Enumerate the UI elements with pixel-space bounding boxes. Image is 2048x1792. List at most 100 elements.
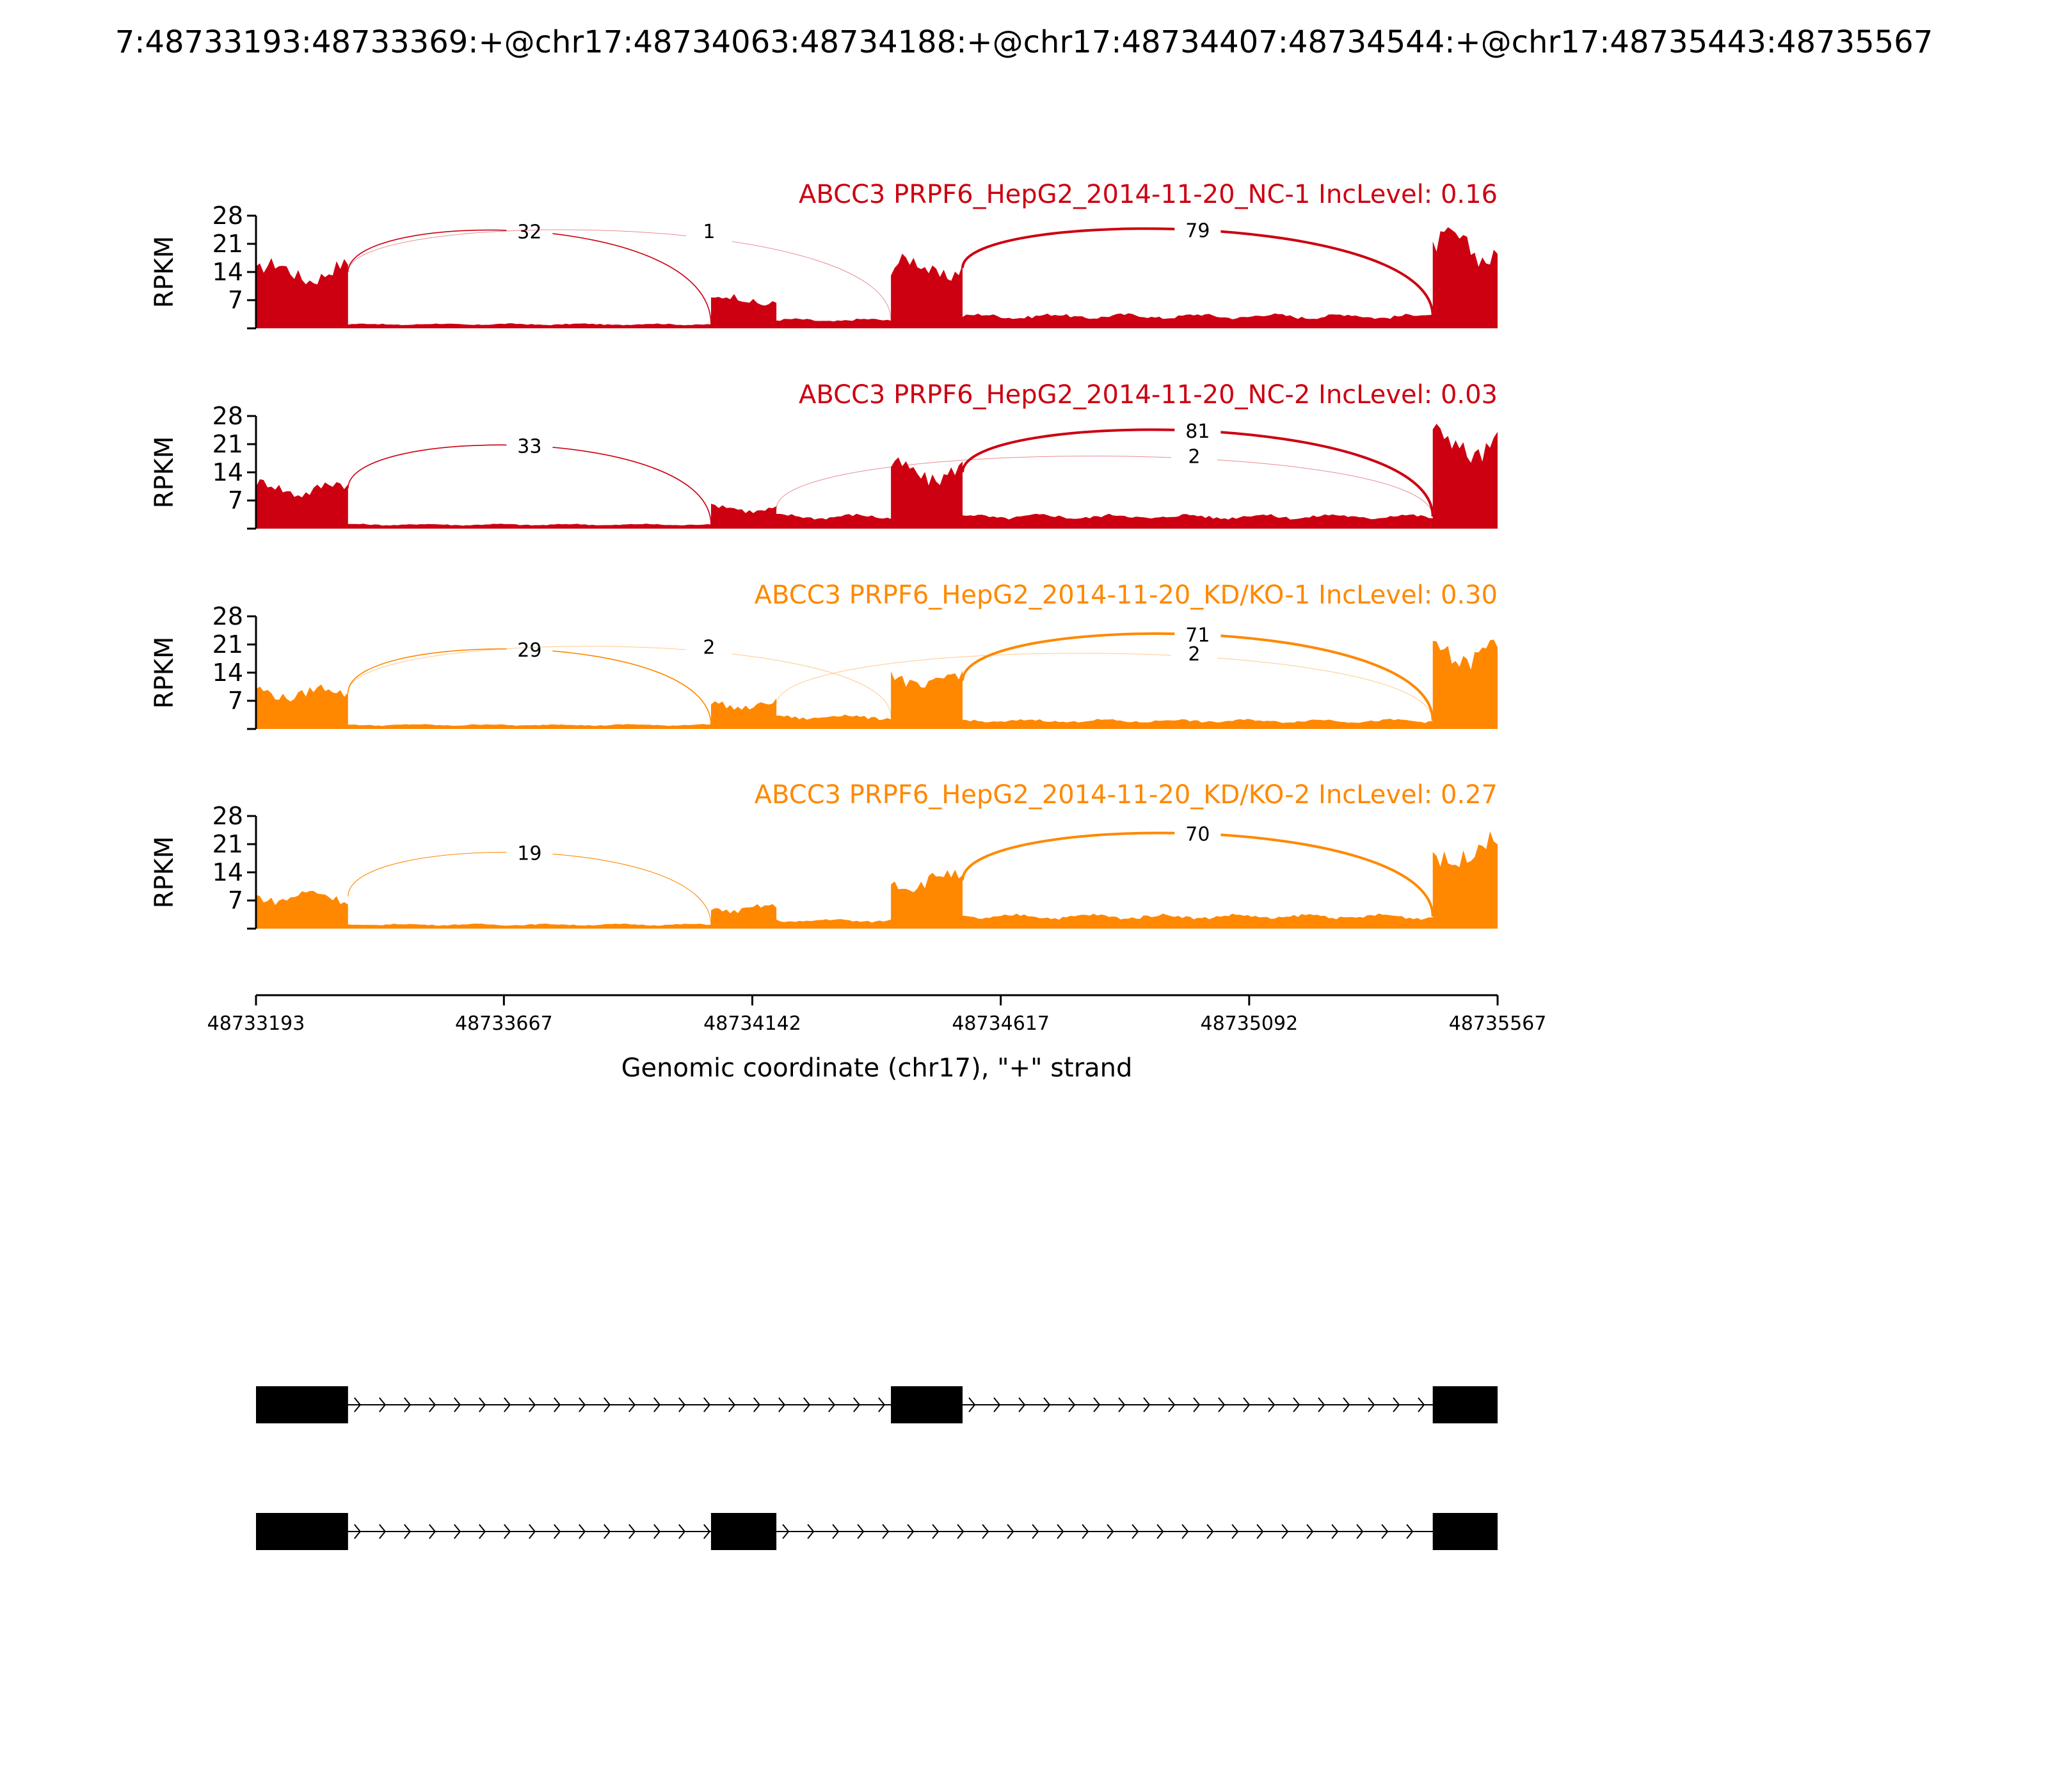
strand-arrow	[907, 1524, 915, 1539]
strand-arrow	[1418, 1397, 1425, 1412]
isoform-2	[256, 1513, 1498, 1550]
junction-label: 2	[1188, 446, 1200, 468]
strand-arrow	[1018, 1397, 1026, 1412]
panel-title: ABCC3 PRPF6_HepG2_2014-11-20_KD/KO-1 Inc…	[755, 580, 1498, 610]
y-tick-label: 28	[212, 402, 243, 430]
junction-label-bg	[1174, 623, 1221, 646]
strand-arrow	[479, 1397, 486, 1412]
x-tick-label: 48735092	[1200, 1012, 1298, 1035]
x-axis-label: Genomic coordinate (chr17), "+" strand	[621, 1053, 1133, 1083]
isoform-1	[256, 1386, 1498, 1423]
strand-arrow	[529, 1397, 536, 1412]
strand-arrow	[429, 1397, 436, 1412]
junction-label: 29	[517, 639, 541, 662]
strand-arrow	[604, 1524, 611, 1539]
page-title: 7:48733193:48733369:+@chr17:48734063:487…	[115, 24, 1933, 60]
strand-arrow	[579, 1524, 586, 1539]
junction-label-bg	[506, 841, 553, 865]
exon	[891, 1386, 963, 1423]
strand-arrow	[653, 1397, 661, 1412]
junction-arc	[776, 456, 1434, 517]
y-tick-label: 21	[212, 630, 243, 659]
x-tick-label: 48733193	[207, 1012, 305, 1035]
strand-arrow	[1368, 1397, 1375, 1412]
junction-label-bg	[1171, 444, 1217, 468]
strand-arrow	[1156, 1524, 1164, 1539]
coverage-area	[256, 424, 1498, 529]
strand-arrow	[753, 1397, 761, 1412]
y-tick-label: 21	[212, 830, 243, 858]
strand-arrow	[653, 1524, 661, 1539]
strand-arrow	[554, 1397, 561, 1412]
strand-arrow	[579, 1397, 586, 1412]
y-axis-label: RPKM	[150, 436, 179, 509]
strand-arrow	[1168, 1397, 1176, 1412]
strand-arrow	[1093, 1397, 1101, 1412]
strand-arrow	[1132, 1524, 1139, 1539]
strand-arrow	[782, 1524, 790, 1539]
strand-arrow	[1057, 1524, 1064, 1539]
strand-arrow	[1181, 1524, 1189, 1539]
y-tick-label: 7	[228, 486, 243, 515]
panel-title: ABCC3 PRPF6_HepG2_2014-11-20_NC-1 IncLev…	[799, 180, 1498, 209]
y-tick-label: 28	[212, 802, 243, 830]
strand-arrow	[1343, 1397, 1350, 1412]
strand-arrow	[1293, 1397, 1300, 1412]
x-tick-label: 48734142	[703, 1012, 801, 1035]
strand-arrow	[778, 1397, 786, 1412]
strand-arrow	[1331, 1524, 1339, 1539]
strand-arrow	[728, 1397, 736, 1412]
strand-arrow	[993, 1397, 1001, 1412]
y-tick-label: 14	[212, 458, 243, 486]
exon	[256, 1513, 348, 1550]
y-tick-label: 21	[212, 230, 243, 258]
strand-arrow	[1082, 1524, 1089, 1539]
strand-arrow	[1007, 1524, 1014, 1539]
strand-arrow	[404, 1397, 412, 1412]
junction-label-bg	[1174, 822, 1221, 845]
strand-arrow	[982, 1524, 989, 1539]
junction-label: 2	[1188, 643, 1200, 666]
y-tick-label: 7	[228, 886, 243, 915]
junction-label: 1	[703, 221, 715, 243]
strand-arrow	[628, 1524, 636, 1539]
junction-label: 2	[703, 636, 715, 659]
strand-arrow	[1356, 1524, 1364, 1539]
y-axis-label: RPKM	[150, 236, 179, 308]
junction-label-bg	[685, 635, 732, 659]
junction-label-bg	[1174, 419, 1221, 443]
junction-label: 33	[517, 435, 541, 458]
strand-arrow	[878, 1397, 886, 1412]
strand-arrow	[404, 1524, 412, 1539]
junction-arc	[348, 229, 892, 321]
strand-arrow	[454, 1397, 461, 1412]
junction-label: 71	[1185, 624, 1210, 646]
strand-arrow	[807, 1524, 815, 1539]
strand-arrow	[379, 1524, 387, 1539]
strand-arrow	[1206, 1524, 1214, 1539]
panel-title: ABCC3 PRPF6_HepG2_2014-11-20_KD/KO-2 Inc…	[755, 780, 1498, 810]
junction-arc	[776, 653, 1434, 721]
strand-arrow	[957, 1524, 964, 1539]
strand-arrow	[1032, 1524, 1039, 1539]
strand-arrow	[853, 1397, 861, 1412]
exon	[710, 1513, 777, 1550]
strand-arrow	[504, 1397, 511, 1412]
strand-arrow	[1043, 1397, 1051, 1412]
junction-label-bg	[506, 220, 553, 243]
y-tick-label: 28	[212, 602, 243, 630]
y-tick-label: 14	[212, 659, 243, 687]
exon	[1432, 1513, 1498, 1550]
strand-arrow	[1107, 1524, 1114, 1539]
strand-arrow	[628, 1397, 636, 1412]
exon	[256, 1386, 348, 1423]
strand-arrow	[828, 1397, 836, 1412]
strand-arrow	[1218, 1397, 1226, 1412]
junction-label: 32	[517, 221, 541, 244]
strand-arrow	[803, 1397, 811, 1412]
strand-arrow	[832, 1524, 840, 1539]
junction-label: 19	[517, 842, 541, 865]
